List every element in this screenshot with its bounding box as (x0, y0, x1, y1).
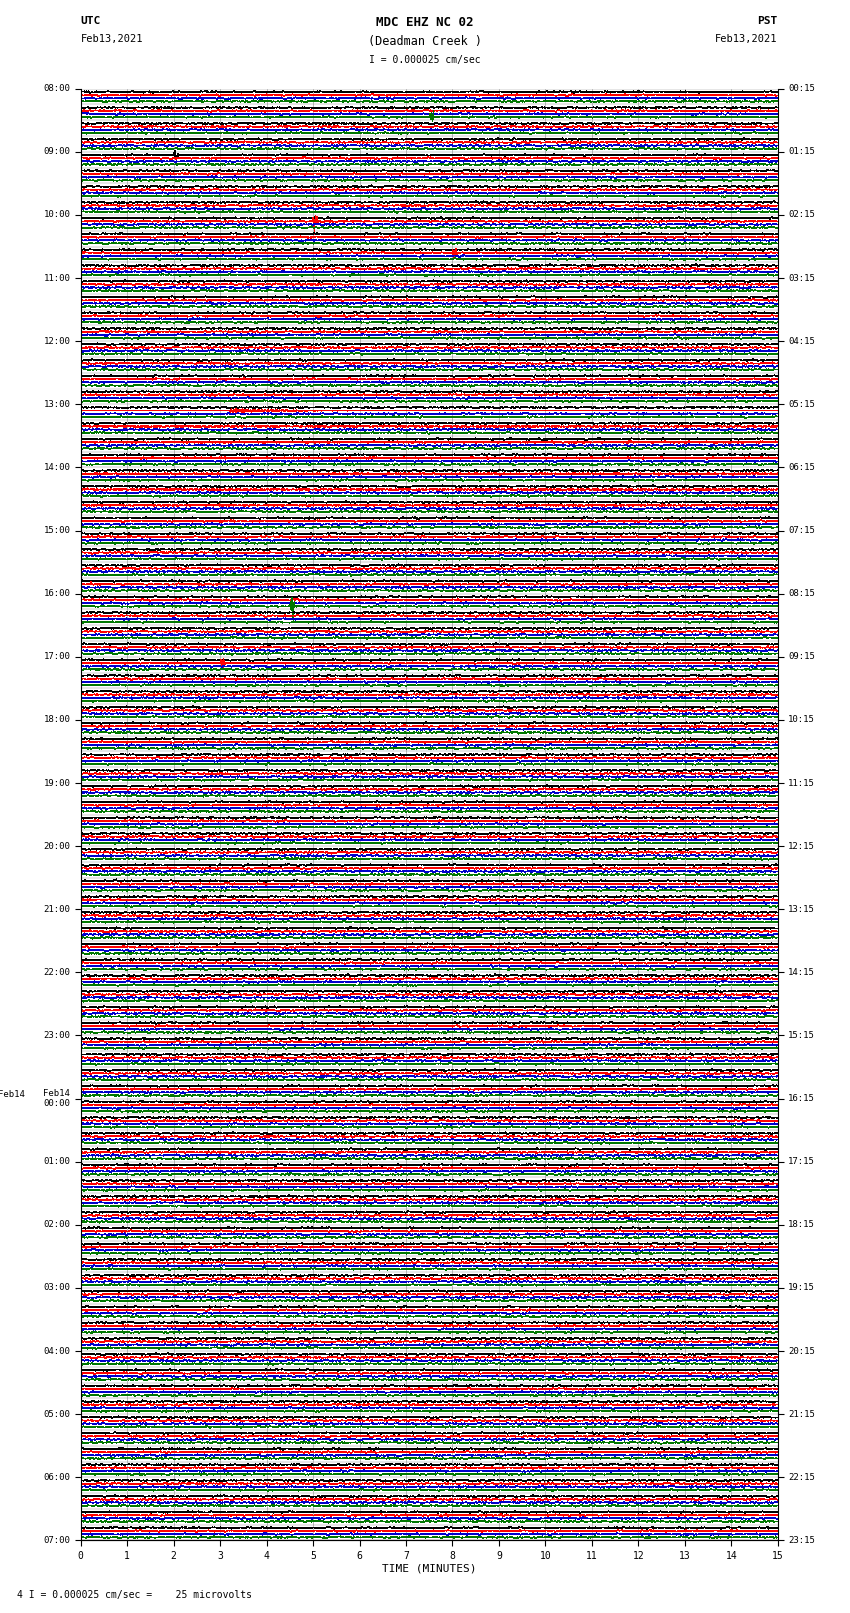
Text: I = 0.000025 cm/sec: I = 0.000025 cm/sec (369, 55, 481, 65)
Text: PST: PST (757, 16, 778, 26)
Text: 4 I = 0.000025 cm/sec =    25 microvolts: 4 I = 0.000025 cm/sec = 25 microvolts (17, 1590, 252, 1600)
Text: Feb14: Feb14 (0, 1090, 25, 1098)
Text: UTC: UTC (81, 16, 101, 26)
X-axis label: TIME (MINUTES): TIME (MINUTES) (382, 1563, 477, 1574)
Text: Feb13,2021: Feb13,2021 (81, 34, 144, 44)
Text: Feb13,2021: Feb13,2021 (715, 34, 778, 44)
Text: MDC EHZ NC 02: MDC EHZ NC 02 (377, 16, 473, 29)
Text: (Deadman Creek ): (Deadman Creek ) (368, 35, 482, 48)
